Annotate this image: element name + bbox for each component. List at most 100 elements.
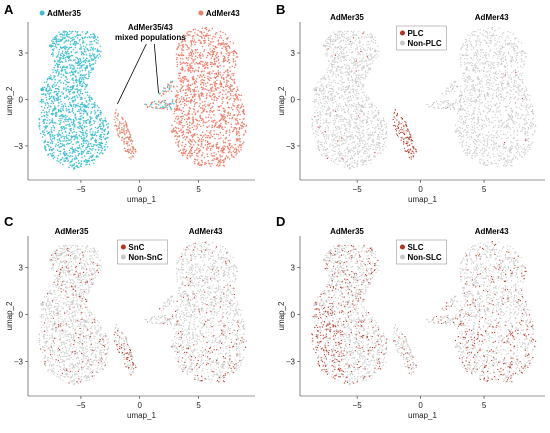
- cell-point: [91, 117, 93, 119]
- cell-point: [360, 97, 363, 99]
- cell-point: [199, 134, 202, 136]
- cell-point: [192, 116, 194, 118]
- cell-point: [189, 63, 192, 65]
- cell-point: [199, 54, 202, 57]
- cell-point: [322, 122, 324, 125]
- cell-point: [332, 38, 334, 40]
- cell-point: [513, 98, 515, 100]
- cell-point: [73, 82, 75, 84]
- annotation-line-1: AdMer35/43: [128, 23, 173, 32]
- cell-point: [328, 138, 330, 140]
- cell-point: [204, 139, 207, 142]
- cell-point: [526, 138, 528, 140]
- cell-point: [202, 82, 205, 84]
- cell-point: [466, 58, 468, 60]
- cell-point: [376, 50, 378, 52]
- cell-point: [214, 45, 216, 48]
- cell-point: [236, 152, 238, 154]
- cell-point: [65, 75, 67, 78]
- cell-point: [86, 125, 88, 128]
- cell-point: [365, 60, 368, 62]
- cell-point: [340, 72, 343, 74]
- cell-point: [526, 131, 528, 133]
- cell-point: [206, 89, 208, 91]
- cell-point: [340, 140, 342, 142]
- cell-point: [69, 162, 71, 164]
- cell-point: [347, 155, 349, 157]
- cell-point: [320, 92, 323, 94]
- cell-point: [55, 84, 58, 86]
- cell-point: [200, 92, 202, 95]
- cell-point: [372, 131, 374, 133]
- cell-point: [81, 115, 83, 117]
- cell-point: [81, 92, 84, 95]
- cell-point: [514, 145, 516, 147]
- cell-point: [180, 48, 183, 50]
- cell-point: [327, 77, 329, 79]
- cell-point: [204, 161, 206, 164]
- cell-point: [87, 104, 89, 106]
- cell-point: [324, 100, 326, 102]
- cell-point: [47, 92, 49, 94]
- cell-point: [200, 125, 202, 128]
- cell-point: [69, 71, 71, 74]
- cell-point: [198, 123, 201, 126]
- cell-point: [356, 126, 358, 128]
- cell-point: [340, 83, 342, 85]
- cell-point: [83, 37, 86, 39]
- cell-point: [57, 132, 60, 134]
- cell-point: [219, 81, 222, 84]
- cell-point: [495, 73, 497, 75]
- cell-point: [72, 79, 74, 82]
- cell-point: [82, 122, 85, 124]
- cell-point: [207, 52, 210, 54]
- cell-point: [505, 62, 507, 64]
- cell-point: [186, 132, 188, 134]
- cell-point: [330, 56, 332, 58]
- cell-point: [194, 55, 197, 58]
- cell-point: [353, 121, 355, 123]
- cell-point: [322, 76, 324, 78]
- cell-point: [349, 131, 351, 133]
- cell-point: [347, 109, 349, 111]
- cell-point: [211, 154, 213, 157]
- cell-point: [335, 57, 337, 59]
- legend-swatch: [198, 10, 204, 16]
- cell-point: [55, 90, 57, 93]
- cell-point: [332, 63, 334, 66]
- cell-point: [206, 126, 208, 128]
- cell-point: [55, 62, 58, 65]
- cell-point: [515, 113, 517, 115]
- cell-point: [98, 137, 101, 140]
- cell-point: [43, 131, 45, 133]
- cell-point: [215, 88, 217, 91]
- cell-point: [80, 46, 82, 48]
- cell-point: [219, 85, 222, 88]
- cell-point: [348, 120, 350, 122]
- cell-point: [325, 155, 327, 157]
- cell-point: [363, 161, 365, 163]
- cell-point: [97, 39, 99, 42]
- cell-point: [195, 125, 198, 127]
- cell-point: [366, 131, 368, 133]
- cell-point: [79, 92, 82, 94]
- cell-point: [226, 70, 228, 72]
- cell-point: [355, 82, 357, 84]
- cell-point: [102, 126, 105, 128]
- cell-point: [78, 135, 81, 137]
- cell-point: [471, 46, 473, 48]
- cell-point: [78, 144, 81, 147]
- cell-point: [359, 142, 361, 144]
- cell-point: [232, 54, 235, 57]
- cell-point: [328, 107, 330, 109]
- cell-point: [364, 104, 366, 106]
- cell-point: [83, 104, 86, 106]
- cell-point: [70, 46, 73, 49]
- cell-point: [224, 120, 227, 123]
- cell-point: [340, 75, 342, 78]
- cell-point: [179, 121, 181, 123]
- cell-point: [358, 93, 360, 95]
- cell-point: [349, 138, 351, 141]
- cell-point: [75, 40, 77, 43]
- cell-point: [474, 51, 477, 53]
